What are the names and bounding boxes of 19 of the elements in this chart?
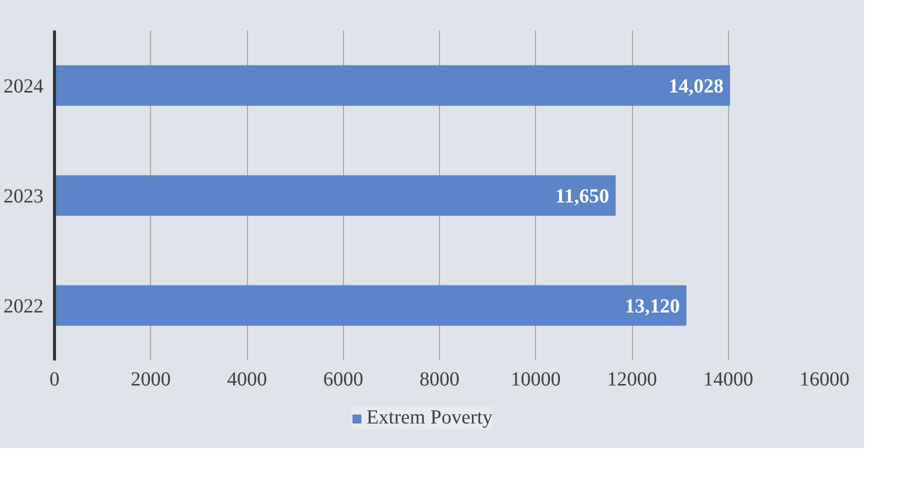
y-tick-label: 2024 [4,76,44,98]
data-label: 13,120 [624,296,680,318]
data-label: 14,028 [668,76,724,98]
bar [54,285,686,326]
legend-label: Extrem Poverty [366,406,493,430]
x-tick-label: 8000 [420,368,460,390]
x-tick-label: 4000 [227,368,267,390]
x-tick-label: 16000 [800,368,850,390]
x-tick-label: 10000 [510,368,561,390]
x-tick-label: 12000 [607,368,657,390]
y-tick-label: 2022 [4,296,44,318]
x-tick-label: 6000 [323,368,364,390]
y-tick-label: 2023 [4,186,44,208]
bar [54,65,730,106]
bar [54,175,616,216]
x-tick-label: 2000 [130,368,171,390]
x-tick-label: 14000 [703,368,754,390]
x-tick-label: 0 [50,368,60,390]
data-label: 11,650 [555,186,610,208]
